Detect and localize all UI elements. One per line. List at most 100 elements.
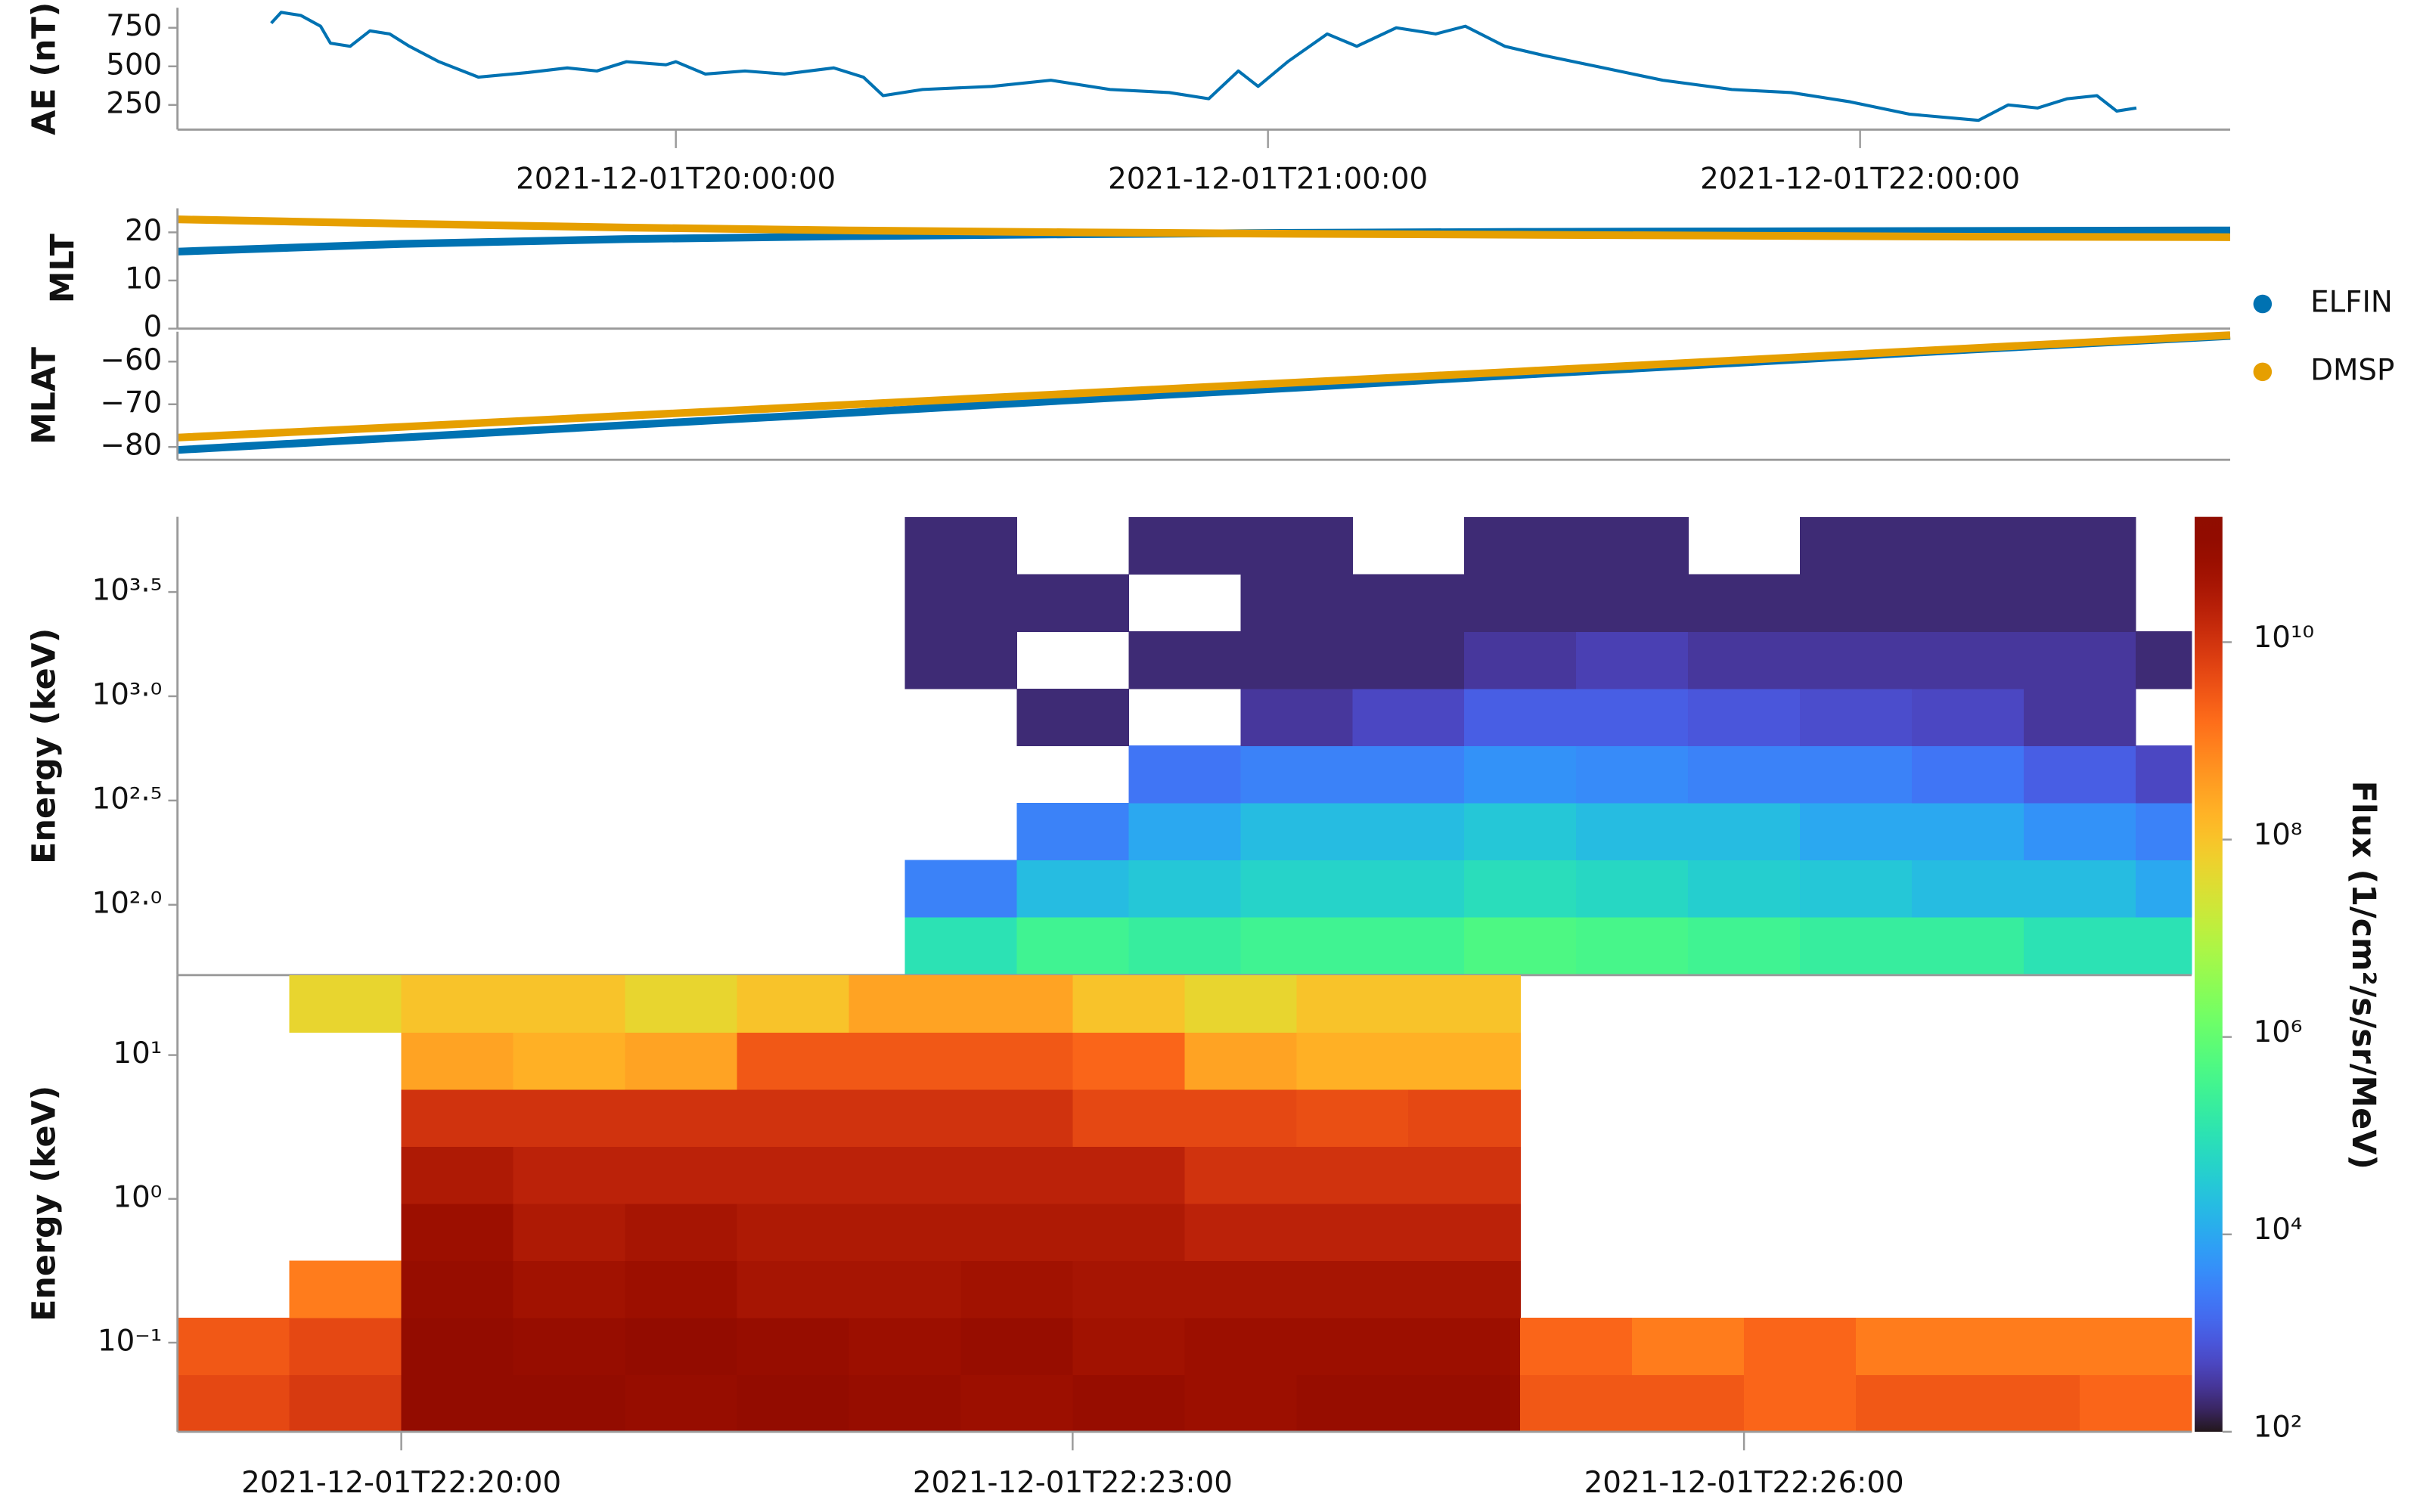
- heatmap-cell: [1464, 516, 1577, 575]
- heatmap-cell: [1240, 516, 1353, 575]
- heatmap-cell: [1072, 1203, 1185, 1262]
- y-axis-label: AE (nT): [26, 2, 64, 135]
- heatmap-cell: [1408, 974, 1521, 1033]
- y-tick-label: 500: [106, 48, 162, 82]
- heatmap-cell: [1240, 574, 1353, 632]
- heatmap-cell: [1016, 803, 1129, 861]
- heatmap-cell: [289, 1374, 402, 1433]
- panel: 250 500 750 2021-12-01T20:00:00 2021-12-01T2…: [26, 2, 2230, 196]
- heatmap-cell: [1464, 631, 1577, 689]
- heatmap-cell: [1912, 516, 2024, 575]
- heatmap-cell: [2024, 631, 2136, 689]
- heatmap-cell: [1184, 1203, 1297, 1262]
- line-series: [177, 331, 2231, 442]
- heatmap-cell: [1408, 1260, 1521, 1318]
- heatmap-cell: [849, 1318, 962, 1376]
- heatmap-cell: [1128, 917, 1241, 975]
- heatmap-cell: [1296, 1203, 1409, 1262]
- heatmap-cell: [1576, 745, 1689, 804]
- colorbar-tick-label: 10⁸: [2254, 818, 2303, 852]
- heatmap-cell: [737, 1260, 850, 1318]
- heatmap-cell: [177, 1318, 290, 1376]
- heatmap-cell: [2135, 917, 2192, 975]
- heatmap-cell: [401, 974, 514, 1033]
- panel: 10⁻¹ 10⁰ 10¹ 2021-12-01T22:20:00 2021-12-01T…: [26, 974, 2192, 1500]
- y-tick-label: −80: [100, 429, 162, 463]
- heatmap-cell: [1072, 1318, 1185, 1376]
- heatmap-cell: [625, 1260, 738, 1318]
- heatmap-cell: [1464, 574, 1577, 632]
- heatmap-cell: [1184, 1318, 1297, 1376]
- heatmap-cell: [513, 1146, 626, 1204]
- line-series: [270, 11, 2137, 122]
- heatmap-cell: [1576, 574, 1689, 632]
- heatmap-cell: [1912, 917, 2024, 975]
- heatmap-cell: [1240, 917, 1353, 975]
- heatmap-cell: [737, 1089, 850, 1147]
- heatmap-cell: [1184, 1260, 1297, 1318]
- heatmap-cell: [1968, 1374, 2080, 1433]
- heatmap-cell: [849, 974, 962, 1033]
- heatmap-cell: [1296, 1146, 1409, 1204]
- heatmap-cell: [1912, 860, 2024, 918]
- heatmap-cell: [1912, 574, 2024, 632]
- heatmap-cell: [737, 1374, 850, 1433]
- heatmap-cell: [2080, 1374, 2192, 1433]
- y-axis-label: MLT: [44, 234, 82, 303]
- heatmap-cell: [1688, 803, 1801, 861]
- line-series: [177, 215, 2230, 241]
- legend-marker: [2253, 294, 2273, 314]
- heatmap-cell: [1128, 803, 1241, 861]
- heatmap-cell: [960, 1260, 1073, 1318]
- x-tick-label: 2021-12-01T22:20:00: [241, 1466, 561, 1500]
- heatmap-cell: [1408, 1203, 1521, 1262]
- heatmap-cell: [1352, 574, 1465, 632]
- heatmap-cell: [1464, 745, 1577, 804]
- heatmap-cell: [1520, 1318, 1633, 1376]
- heatmap-cell: [1296, 1089, 1409, 1147]
- heatmap-cell: [1800, 803, 1913, 861]
- heatmap-cell: [1800, 688, 1913, 746]
- heatmap-cell: [849, 1089, 962, 1147]
- heatmap-cell: [1352, 688, 1465, 746]
- heatmap-cell: [1744, 1374, 1857, 1433]
- heatmap-cell: [1576, 860, 1689, 918]
- heatmap-cell: [1184, 974, 1297, 1033]
- heatmap-cell: [1240, 688, 1353, 746]
- heatmap-cell: [1688, 745, 1801, 804]
- heatmap-cell: [904, 574, 1017, 632]
- legend-label: ELFIN: [2310, 286, 2393, 320]
- y-tick-label: −60: [100, 343, 162, 377]
- heatmap-cell: [2135, 803, 2192, 861]
- heatmap-cell: [737, 1032, 850, 1090]
- heatmap-cell: [1016, 688, 1129, 746]
- heatmap-cell: [1296, 974, 1409, 1033]
- heatmap-cell: [1352, 631, 1465, 689]
- heatmap-cell: [1576, 688, 1689, 746]
- y-tick-label: 0: [144, 310, 163, 344]
- heatmap-cell: [1912, 745, 2024, 804]
- heatmap-cell: [1464, 688, 1577, 746]
- heatmap-cell: [1408, 1089, 1521, 1147]
- heatmap-cell: [1576, 631, 1689, 689]
- heatmap-cell: [1800, 631, 1913, 689]
- heatmap-cell: [849, 1146, 962, 1204]
- heatmap-cell: [1240, 745, 1353, 804]
- heatmap-cell: [625, 1318, 738, 1376]
- heatmap-cell: [2024, 917, 2136, 975]
- heatmap-cell: [1912, 631, 2024, 689]
- heatmap-cell: [1296, 1374, 1409, 1433]
- heatmap-cell: [625, 1374, 738, 1433]
- x-tick-label: 2021-12-01T21:00:00: [1108, 162, 1428, 196]
- heatmap-cell: [1632, 1318, 1745, 1376]
- y-tick-label: 10: [125, 262, 162, 296]
- heatmap-cell: [904, 516, 1017, 575]
- y-tick-label: 10⁰: [113, 1180, 162, 1214]
- heatmap-cell: [1800, 745, 1913, 804]
- y-axis-label: MLAT: [26, 347, 64, 445]
- heatmap-cell: [513, 1318, 626, 1376]
- heatmap-cell: [737, 1203, 850, 1262]
- colorbar-label: Flux (1/cm²/s/sr/MeV): [2344, 781, 2382, 1170]
- y-tick-label: 250: [106, 86, 162, 120]
